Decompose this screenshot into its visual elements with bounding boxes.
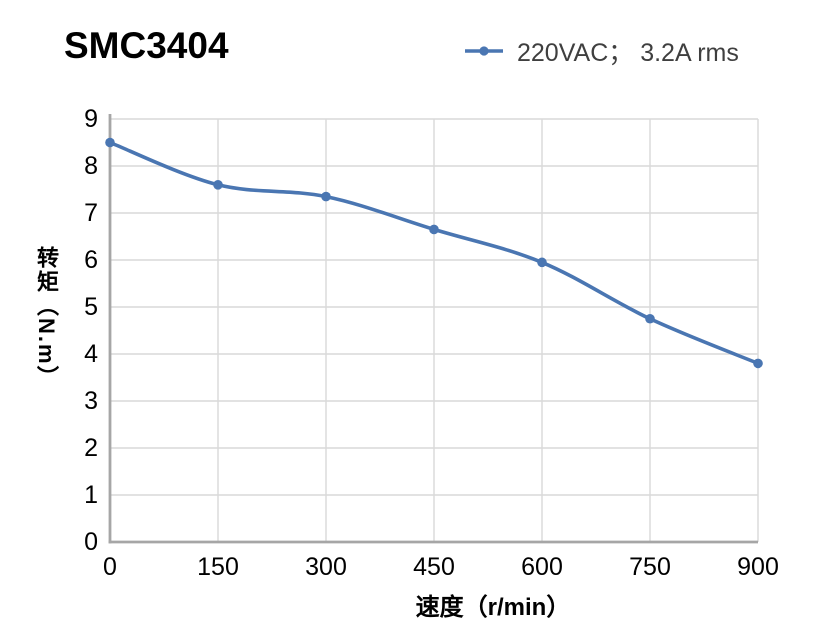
x-tick-label: 750 — [629, 553, 671, 581]
x-axis-title: 速度（r/min） — [415, 594, 571, 621]
legend: 220VAC； 3.2A rms — [464, 36, 739, 67]
x-tick-label: 600 — [521, 553, 563, 581]
data-point-marker — [105, 137, 115, 148]
data-point-marker — [429, 224, 439, 235]
data-point-marker — [213, 180, 223, 190]
data-point-marker — [537, 257, 547, 268]
y-axis-title: 转矩（N.m） — [34, 246, 59, 390]
x-tick-label: 150 — [197, 553, 239, 581]
data-point-marker — [753, 358, 763, 369]
x-tick-label: 0 — [103, 553, 117, 581]
data-point-marker — [645, 313, 655, 324]
x-tick-label: 300 — [305, 553, 347, 581]
x-tick-label: 900 — [737, 553, 779, 581]
legend-label: 220VAC； 3.2A rms — [517, 39, 739, 67]
y-tick-label: 8 — [84, 152, 98, 180]
chart-title: SMC3404 — [64, 25, 229, 66]
y-tick-label: 3 — [84, 387, 98, 415]
y-tick-label: 4 — [84, 340, 98, 368]
y-tick-label: 1 — [84, 481, 98, 509]
legend-line-marker-icon — [465, 46, 503, 56]
y-tick-label: 0 — [84, 528, 98, 556]
x-tick-label: 450 — [413, 553, 455, 581]
y-tick-label: 9 — [84, 105, 98, 133]
y-tick-label: 6 — [84, 246, 98, 274]
data-point-marker — [321, 191, 331, 202]
y-tick-label: 2 — [84, 434, 98, 462]
y-tick-label: 7 — [84, 199, 98, 227]
y-tick-label: 5 — [84, 293, 98, 321]
